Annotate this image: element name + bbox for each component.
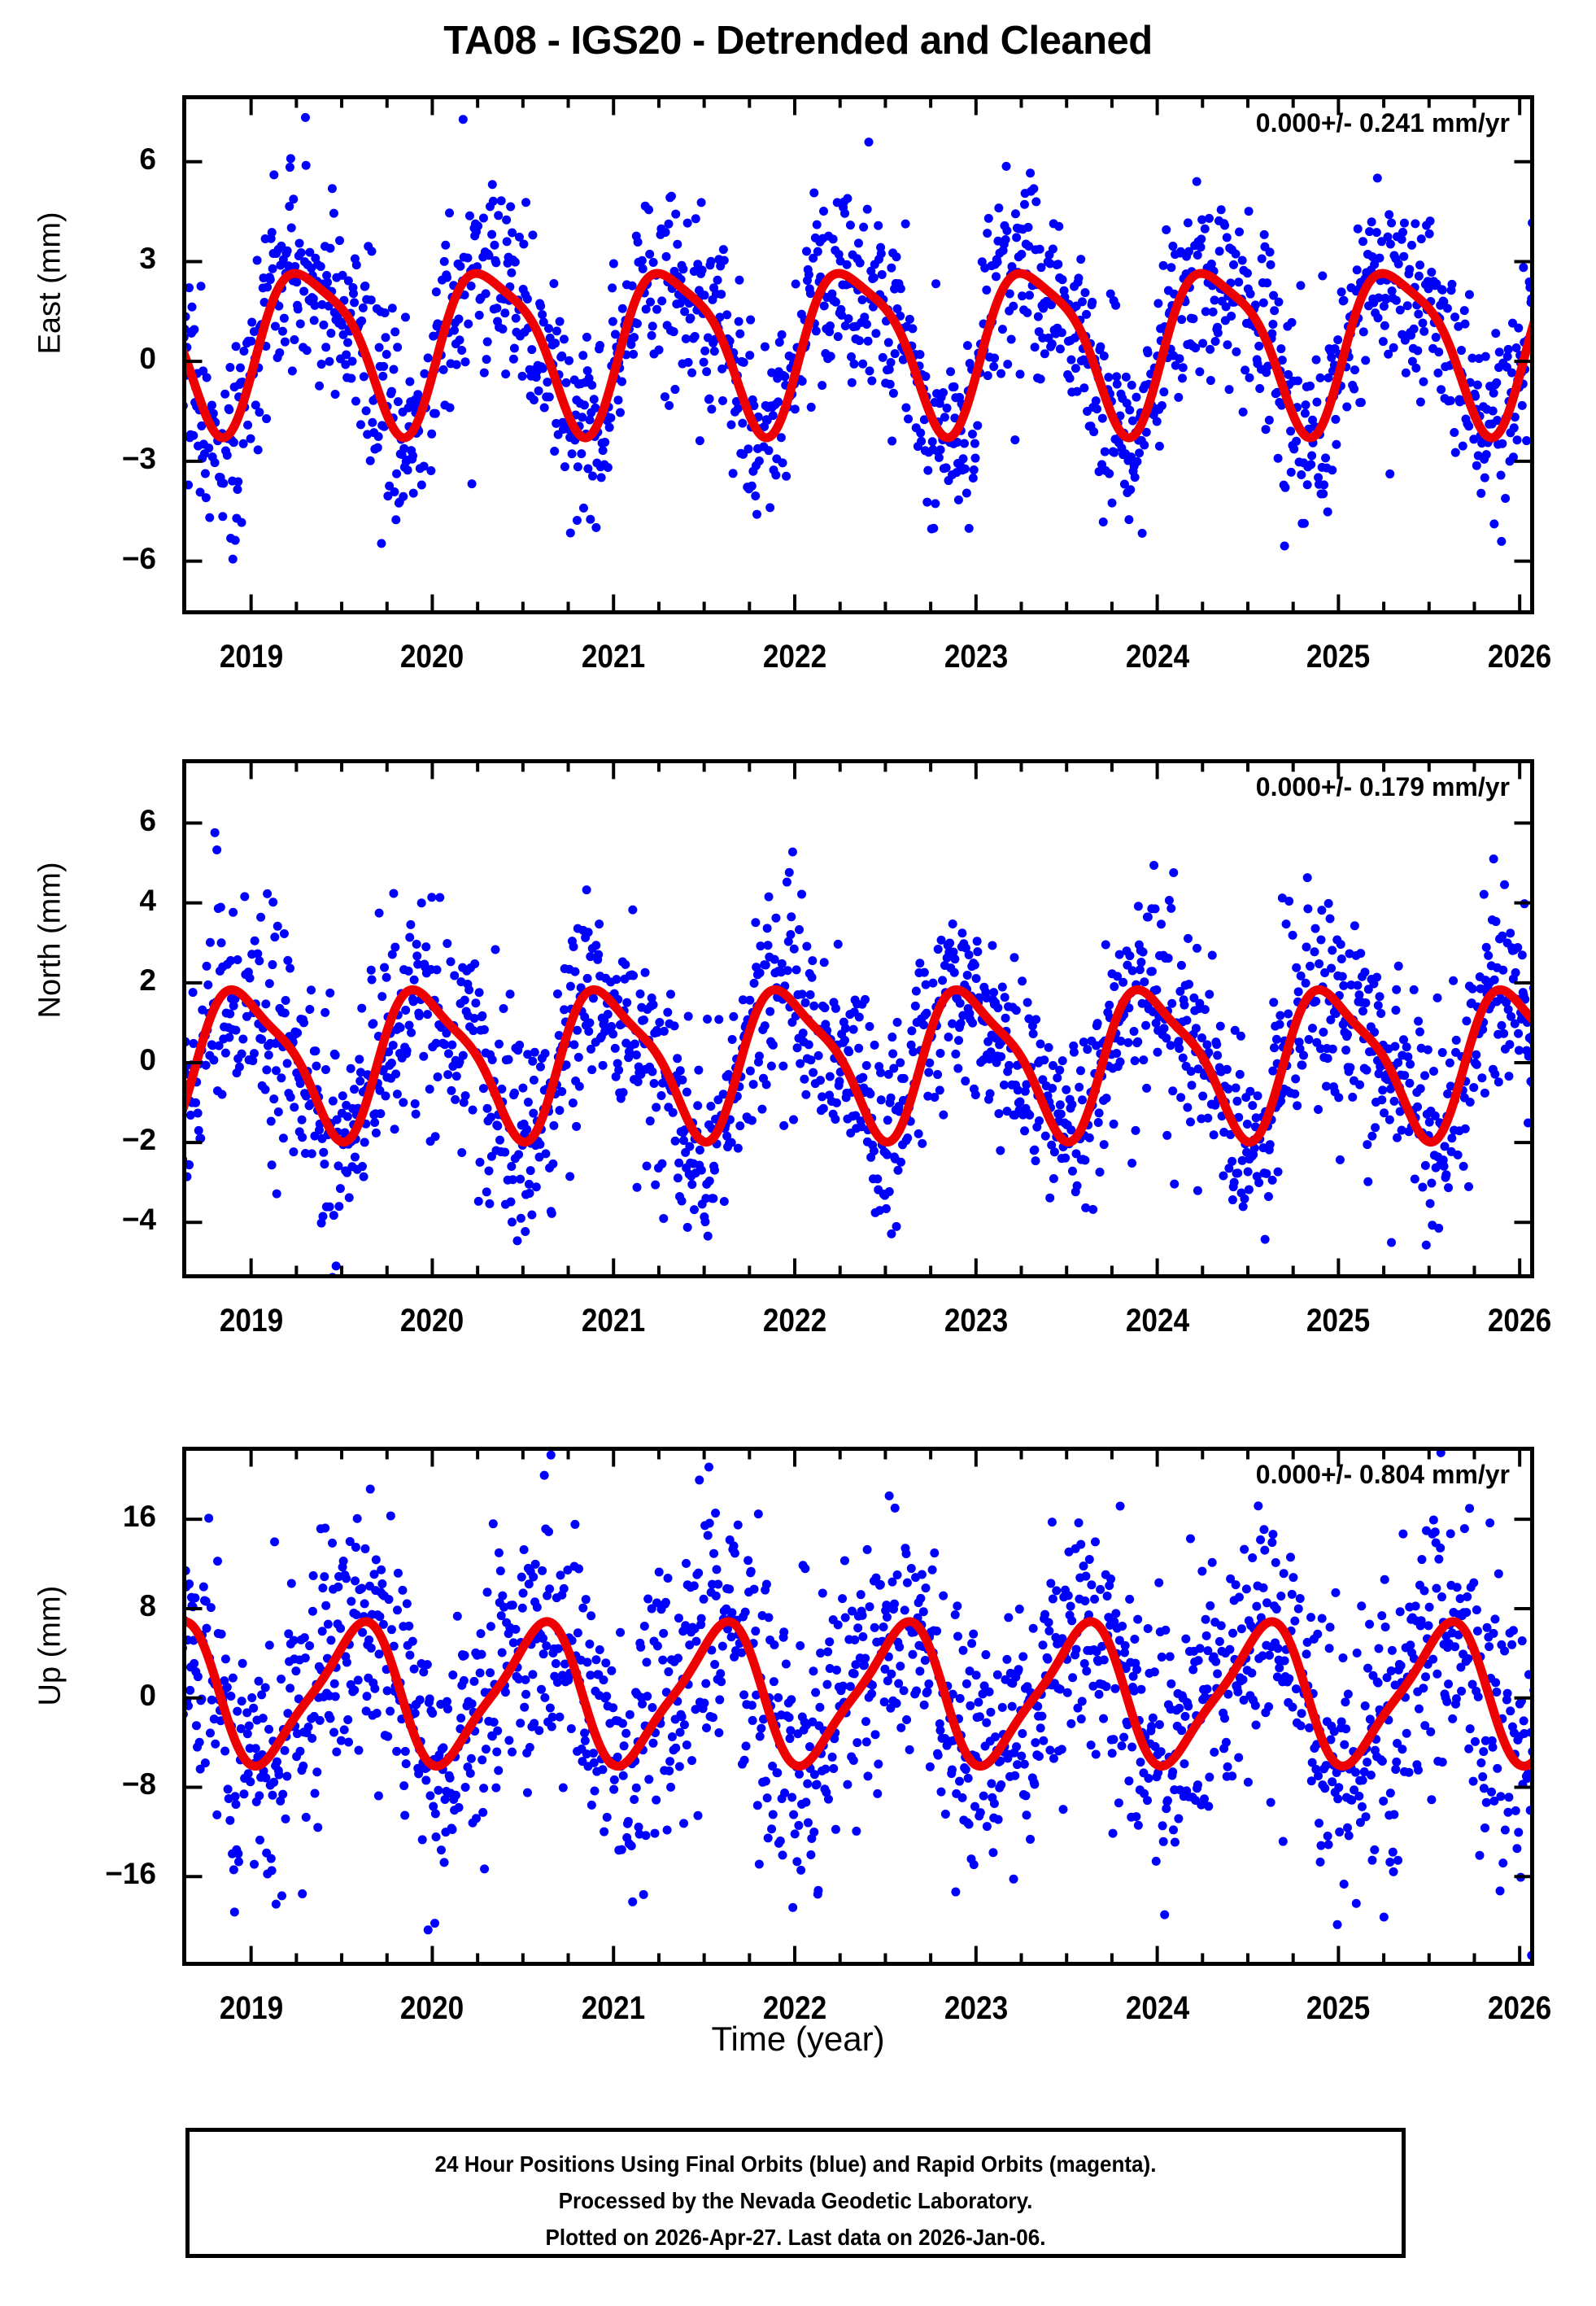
ytick-label-up: −16 — [105, 1857, 156, 1891]
xtick-label-north: 2022 — [762, 1303, 827, 1339]
xtick-label-north: 2021 — [582, 1303, 646, 1339]
xtick-label-up: 2024 — [1125, 1990, 1189, 2026]
xtick-label-north: 2024 — [1125, 1303, 1189, 1339]
ytick-label-east: 3 — [139, 242, 156, 276]
panel-up — [182, 1447, 1534, 1966]
ytick-label-up: −8 — [121, 1767, 156, 1802]
xtick-label-east: 2022 — [762, 639, 827, 675]
ytick-label-north: 4 — [139, 883, 156, 917]
xtick-label-north: 2026 — [1488, 1303, 1552, 1339]
xtick-label-east: 2025 — [1306, 639, 1371, 675]
xtick-label-up: 2022 — [762, 1990, 827, 2026]
ytick-label-up: 16 — [122, 1500, 156, 1534]
plot-frame — [182, 95, 1534, 614]
rate-annotation-north: 0.000+/- 0.179 mm/yr — [1255, 772, 1510, 801]
panel-east — [182, 95, 1534, 614]
xtick-label-up: 2021 — [582, 1990, 646, 2026]
page-title: TA08 - IGS20 - Detrended and Cleaned — [443, 19, 1153, 63]
seasonal-fit-line — [182, 985, 1534, 1147]
xtick-label-up: 2023 — [944, 1990, 1008, 2026]
axis-ticks — [182, 1448, 1533, 1966]
xtick-label-east: 2023 — [944, 639, 1008, 675]
scatter-points — [182, 1448, 1534, 1960]
axis-ticks — [182, 97, 1533, 614]
panel-north-plot — [182, 759, 1534, 1278]
xtick-label-up: 2019 — [219, 1990, 283, 2026]
plot-frame — [182, 1447, 1534, 1966]
footer-note-box: 24 Hour Positions Using Final Orbits (bl… — [185, 2128, 1406, 2258]
xtick-label-east: 2026 — [1488, 639, 1552, 675]
panel-north — [182, 759, 1534, 1278]
xtick-label-up: 2025 — [1306, 1990, 1371, 2026]
xtick-label-up: 2026 — [1488, 1990, 1552, 2026]
ytick-label-north: 0 — [139, 1042, 156, 1077]
ytick-label-north: 6 — [139, 803, 156, 837]
ytick-label-east: 0 — [139, 342, 156, 376]
xtick-label-east: 2020 — [400, 639, 464, 675]
panel-up-plot — [182, 1447, 1534, 1966]
xtick-label-north: 2025 — [1306, 1303, 1371, 1339]
rate-annotation-up: 0.000+/- 0.804 mm/yr — [1255, 1460, 1510, 1489]
xtick-label-north: 2023 — [944, 1303, 1008, 1339]
ytick-label-east: −6 — [121, 541, 156, 575]
scatter-points — [182, 112, 1534, 564]
seasonal-fit-line — [182, 269, 1534, 443]
ytick-label-east: 6 — [139, 142, 156, 176]
seasonal-fit-line — [182, 1617, 1534, 1771]
xtick-label-north: 2020 — [400, 1303, 464, 1339]
xtick-label-east: 2021 — [582, 639, 646, 675]
axis-ticks — [182, 761, 1533, 1278]
ytick-label-up: 0 — [139, 1678, 156, 1712]
footer-line-1: 24 Hour Positions Using Final Orbits (bl… — [434, 2151, 1157, 2177]
axis-label-time: Time (year) — [711, 2020, 885, 2058]
ytick-label-up: 8 — [139, 1588, 156, 1622]
footer-line-2: Processed by the Nevada Geodetic Laborat… — [558, 2188, 1033, 2213]
ytick-label-north: 2 — [139, 963, 156, 997]
ytick-label-north: −4 — [121, 1203, 156, 1237]
xtick-label-east: 2024 — [1125, 639, 1189, 675]
panel-east-plot — [182, 95, 1534, 614]
ytick-label-east: −3 — [121, 441, 156, 475]
xtick-label-north: 2019 — [219, 1303, 283, 1339]
rate-annotation-east: 0.000+/- 0.241 mm/yr — [1255, 108, 1510, 138]
footer-line-3: Plotted on 2026-Apr-27. Last data on 202… — [545, 2225, 1046, 2250]
ytick-label-north: −2 — [121, 1123, 156, 1157]
xtick-label-up: 2020 — [400, 1990, 464, 2026]
plot-frame — [182, 759, 1534, 1278]
xtick-label-east: 2019 — [219, 639, 283, 675]
